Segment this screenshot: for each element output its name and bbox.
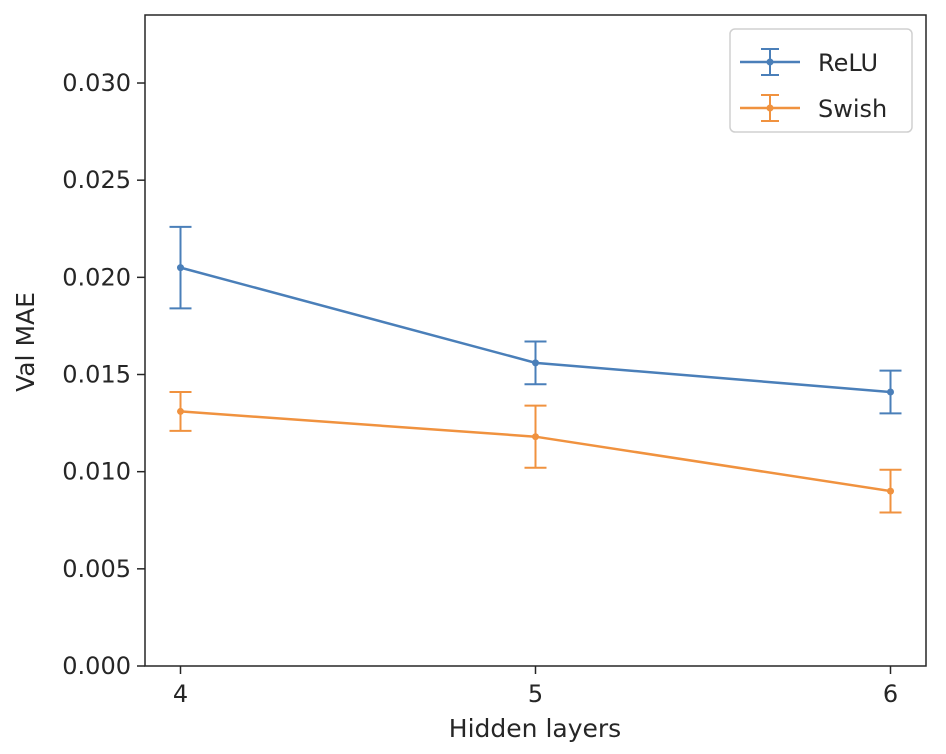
y-axis-label: Val MAE [11,292,40,392]
x-axis-label: Hidden layers [449,714,621,743]
x-tick-label: 4 [173,680,188,708]
legend-box [729,28,913,133]
series-layer [169,225,902,514]
x-axis: 4 5 6 [173,666,898,708]
data-point [887,388,894,396]
legend: ReLU Swish [729,28,913,133]
x-tick-label: 6 [883,680,898,708]
y-tick-label: 0.030 [62,69,131,97]
y-axis: 0.000 0.005 0.010 0.015 0.020 0.025 0.030 [62,69,145,680]
data-point [177,264,184,272]
y-tick-label: 0.005 [62,555,131,583]
y-tick-label: 0.010 [62,458,131,486]
legend-entry: Swish [740,94,887,123]
data-point [532,433,539,441]
series-relu [169,225,902,415]
y-tick-label: 0.025 [62,166,131,194]
data-point [177,407,184,415]
legend-marker [766,58,774,66]
y-tick-label: 0.015 [62,361,131,389]
legend-marker [766,104,774,112]
legend-label: ReLU [818,49,878,77]
y-tick-label: 0.000 [62,652,131,680]
data-point [887,487,894,495]
x-tick-label: 5 [528,680,543,708]
data-point [532,359,539,367]
legend-entry: ReLU [740,48,878,77]
series-swish [169,390,902,514]
legend-label: Swish [818,95,887,123]
y-tick-label: 0.020 [62,263,131,291]
